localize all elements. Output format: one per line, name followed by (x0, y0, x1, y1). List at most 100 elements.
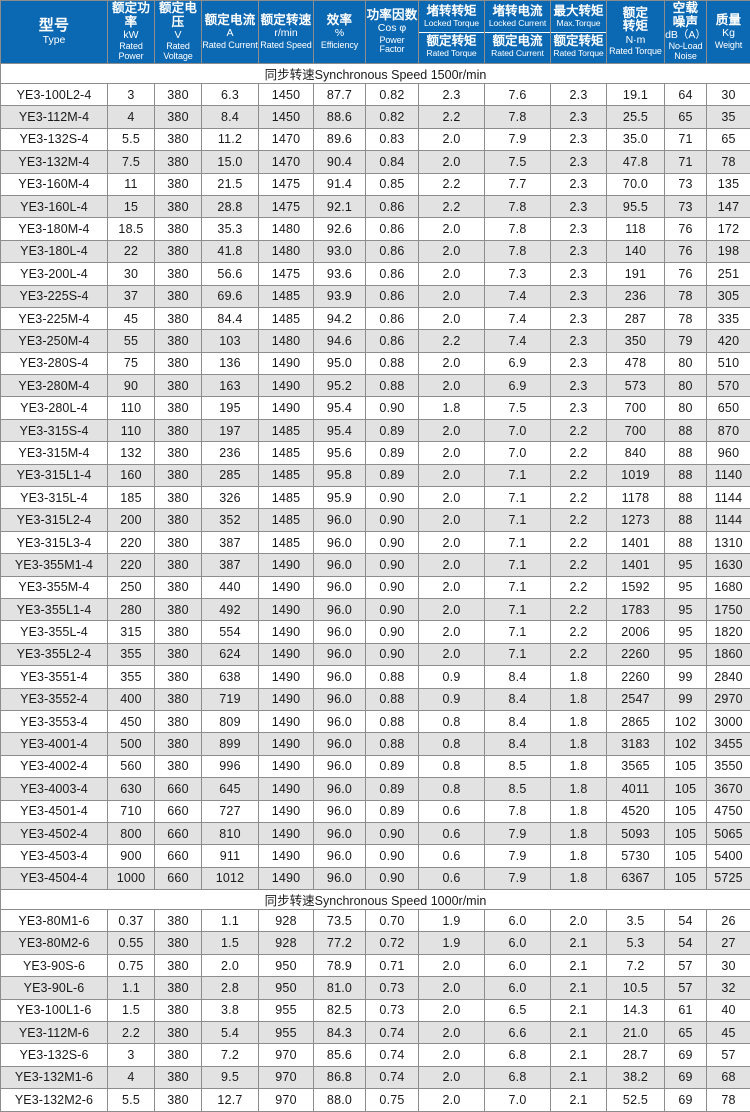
cell-value: 7.8 (485, 195, 551, 217)
cell-value: 1.8 (551, 688, 607, 710)
cell-value: 195 (202, 397, 259, 419)
cell-value: 99 (665, 688, 707, 710)
cell-value: 0.8 (419, 755, 485, 777)
cell-value: 2.0 (419, 1044, 485, 1066)
cell-value: 88 (665, 487, 707, 509)
cell-value: 95 (665, 621, 707, 643)
cell-value: 2.1 (551, 954, 607, 976)
cell-value: 35.3 (202, 218, 259, 240)
cell-value: 105 (665, 845, 707, 867)
cell-value: 2.3 (551, 151, 607, 173)
cell-value: 96.0 (314, 710, 366, 732)
cell-value: 380 (155, 106, 202, 128)
cell-value: 7.5 (108, 151, 155, 173)
cell-value: 2.0 (419, 307, 485, 329)
cell-value: 380 (155, 195, 202, 217)
cell-value: 1450 (259, 106, 314, 128)
cell-value: 26 (707, 910, 750, 932)
cell-value: 0.74 (366, 1066, 419, 1088)
cell-value: 380 (155, 84, 202, 106)
header-cn: 额定电压 (155, 2, 201, 29)
cell-value: 380 (155, 1044, 202, 1066)
cell-value: 1490 (259, 352, 314, 374)
cell-value: 2.0 (419, 151, 485, 173)
cell-value: 0.71 (366, 954, 419, 976)
cell-value: 0.89 (366, 755, 419, 777)
cell-value: 191 (607, 263, 665, 285)
cell-value: 2.3 (551, 330, 607, 352)
header-en: Rated Speed (259, 41, 313, 51)
cell-value: 380 (155, 576, 202, 598)
cell-value: 57 (707, 1044, 750, 1066)
cell-value: 4 (108, 1066, 155, 1088)
cell-value: 1401 (607, 554, 665, 576)
cell-value: 82.5 (314, 999, 366, 1021)
cell-model: YE3-4001-4 (1, 733, 108, 755)
header-en: Rated Torque (607, 47, 664, 57)
cell-value: 3670 (707, 778, 750, 800)
cell-value: 45 (707, 1022, 750, 1044)
cell-value: 7.5 (485, 151, 551, 173)
cell-value: 96.0 (314, 822, 366, 844)
cell-value: 1480 (259, 330, 314, 352)
cell-value: 8.4 (202, 106, 259, 128)
cell-value: 420 (707, 330, 750, 352)
cell-value: 928 (259, 910, 314, 932)
cell-value: 1783 (607, 598, 665, 620)
cell-value: 380 (155, 733, 202, 755)
cell-value: 1470 (259, 151, 314, 173)
cell-value: 0.88 (366, 375, 419, 397)
cell-value: 0.89 (366, 800, 419, 822)
cell-value: 1144 (707, 509, 750, 531)
cell-value: 0.86 (366, 330, 419, 352)
cell-value: 3550 (707, 755, 750, 777)
cell-value: 0.9 (419, 666, 485, 688)
cell-value: 2.3 (551, 128, 607, 150)
cell-value: 1490 (259, 867, 314, 889)
cell-value: 380 (155, 330, 202, 352)
cell-value: 76 (665, 218, 707, 240)
cell-value: 0.75 (366, 1089, 419, 1111)
cell-value: 2.2 (551, 576, 607, 598)
header-en: Efficiency (314, 41, 365, 51)
cell-value: 88 (665, 509, 707, 531)
cell-value: 2.2 (551, 531, 607, 553)
cell-value: 96.0 (314, 800, 366, 822)
cell-value: 8.4 (485, 688, 551, 710)
cell-value: 380 (155, 240, 202, 262)
cell-value: 1480 (259, 240, 314, 262)
cell-model: YE3-80M2-6 (1, 932, 108, 954)
cell-value: 4520 (607, 800, 665, 822)
cell-value: 380 (155, 710, 202, 732)
cell-value: 660 (155, 822, 202, 844)
cell-value: 0.90 (366, 845, 419, 867)
cell-value: 71 (665, 128, 707, 150)
header-en: Rated Power (108, 42, 154, 61)
cell-value: 0.86 (366, 240, 419, 262)
cell-value: 251 (707, 263, 750, 285)
cell-value: 2.2 (551, 419, 607, 441)
header-unit: Cos φ (366, 23, 418, 34)
cell-value: 88 (665, 464, 707, 486)
cell-value: 7.2 (202, 1044, 259, 1066)
cell-value: 71 (665, 151, 707, 173)
cell-value: 30 (707, 84, 750, 106)
cell-value: 0.89 (366, 419, 419, 441)
cell-model: YE3-355M1-4 (1, 554, 108, 576)
cell-value: 2.0 (419, 999, 485, 1021)
cell-value: 1.8 (551, 733, 607, 755)
cell-value: 305 (707, 285, 750, 307)
